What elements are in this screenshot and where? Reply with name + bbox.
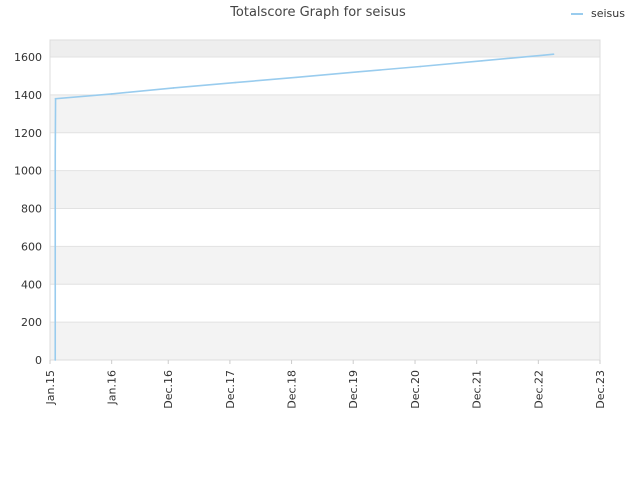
grid-bands [50,40,600,360]
x-tick-label: Dec.23 [594,370,607,409]
data-point [110,93,113,95]
legend: seisus [571,7,625,20]
data-point [234,81,236,84]
x-tick-label: Dec.17 [224,370,237,409]
data-point [419,65,422,68]
x-tick-label: Dec.16 [162,370,175,409]
grid-band [50,94,600,133]
x-tick-label: Dec.21 [471,370,484,409]
series-group [54,53,555,361]
y-tick-label: 600 [21,240,42,253]
grid-band [50,246,600,285]
data-point [552,53,555,56]
x-tick-label: Dec.22 [532,370,545,409]
data-point [172,87,175,89]
data-point [54,97,57,100]
grid-band [50,322,600,360]
legend-label: seisus [591,7,625,20]
data-point [357,71,360,73]
y-tick-label: 0 [35,354,42,367]
x-tick-label: Jan.15 [44,370,57,405]
x-axis: Jan.15 Jan.16 Dec.16 Dec.17 Dec.18 Dec.19 Dec.… [44,360,607,409]
y-tick-label: 400 [21,278,42,291]
data-point [481,60,483,62]
grid-band [50,170,600,209]
grid-band [50,40,600,58]
y-tick-label: 1000 [14,165,42,178]
y-tick-label: 800 [21,203,42,216]
series-line [54,53,554,360]
data-point [54,154,57,157]
x-tick-label: Dec.20 [409,370,422,409]
data-point [542,54,545,56]
data-point [295,76,298,79]
x-tick-label: Dec.18 [286,370,299,409]
y-tick-label: 200 [21,316,42,329]
x-tick-label: Dec.19 [347,370,360,409]
x-tick-label: Jan.16 [106,370,119,405]
y-tick-label: 1200 [14,127,42,140]
y-tick-label: 1600 [14,51,42,64]
plot-area-border [49,39,601,361]
y-axis: 0 200 400 600 800 1000 1200 1400 1600 [14,51,42,367]
y-tick-label: 1400 [14,89,42,102]
data-point [54,359,57,361]
chart-title: Totalscore Graph for seisus [229,5,406,20]
